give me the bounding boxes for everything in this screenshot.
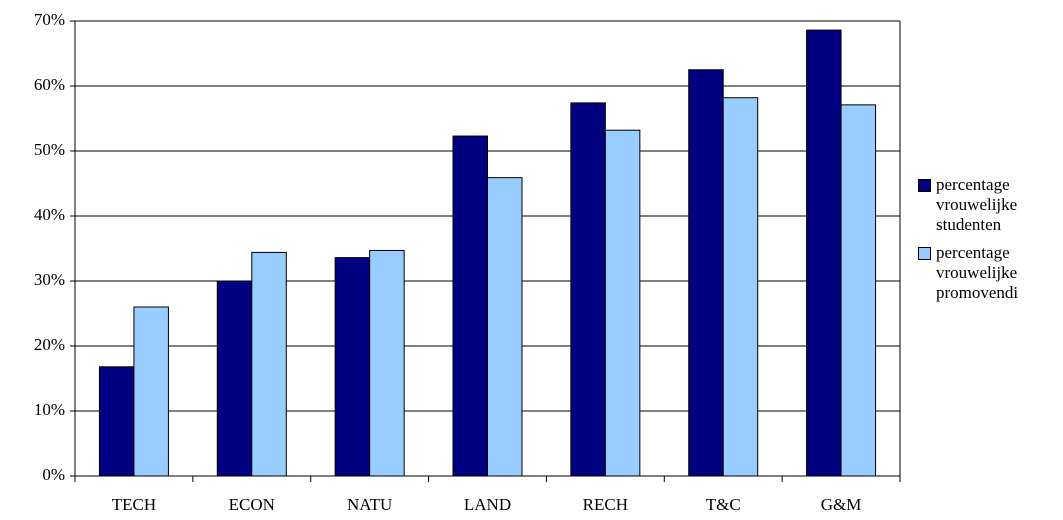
bar [369,249,405,477]
x-tick-label: G&M [821,495,862,514]
legend-label: percentage vrouwelijke studenten [936,175,1018,234]
legend-swatch [918,179,931,192]
bar [688,69,724,477]
bar [251,251,287,477]
bar [604,129,641,477]
bar [334,257,371,477]
bar [452,135,488,477]
bar [216,280,253,477]
x-tick-label: NATU [347,495,392,514]
y-tick-label: 50% [34,140,65,159]
bar [840,104,877,477]
bar [133,306,169,477]
y-tick-label: 40% [34,205,65,224]
y-tick-label: 70% [34,10,65,29]
bar [722,97,759,477]
y-tick-label: 30% [34,270,65,289]
x-tick-label: T&C [706,495,741,514]
legend-entry: percentage vrouwelijke studenten [918,175,1063,235]
legend-entry: percentage vrouwelijke promovendi [918,243,1063,303]
bar [487,177,523,477]
x-tick-label: LAND [464,495,511,514]
y-tick-label: 0% [42,465,65,484]
legend-label: percentage vrouwelijke promovendi [936,243,1019,302]
x-tick-label: TECH [112,495,156,514]
x-tick-label: ECON [229,495,275,514]
y-tick-label: 10% [34,400,65,419]
x-tick-label: RECH [583,495,628,514]
legend-swatch [918,247,931,260]
bar [570,102,606,477]
legend: percentage vrouwelijke studenten percenta… [918,175,1063,311]
y-tick-label: 60% [34,75,65,94]
bar [806,29,842,477]
bar [98,366,135,477]
y-tick-label: 20% [34,335,65,354]
